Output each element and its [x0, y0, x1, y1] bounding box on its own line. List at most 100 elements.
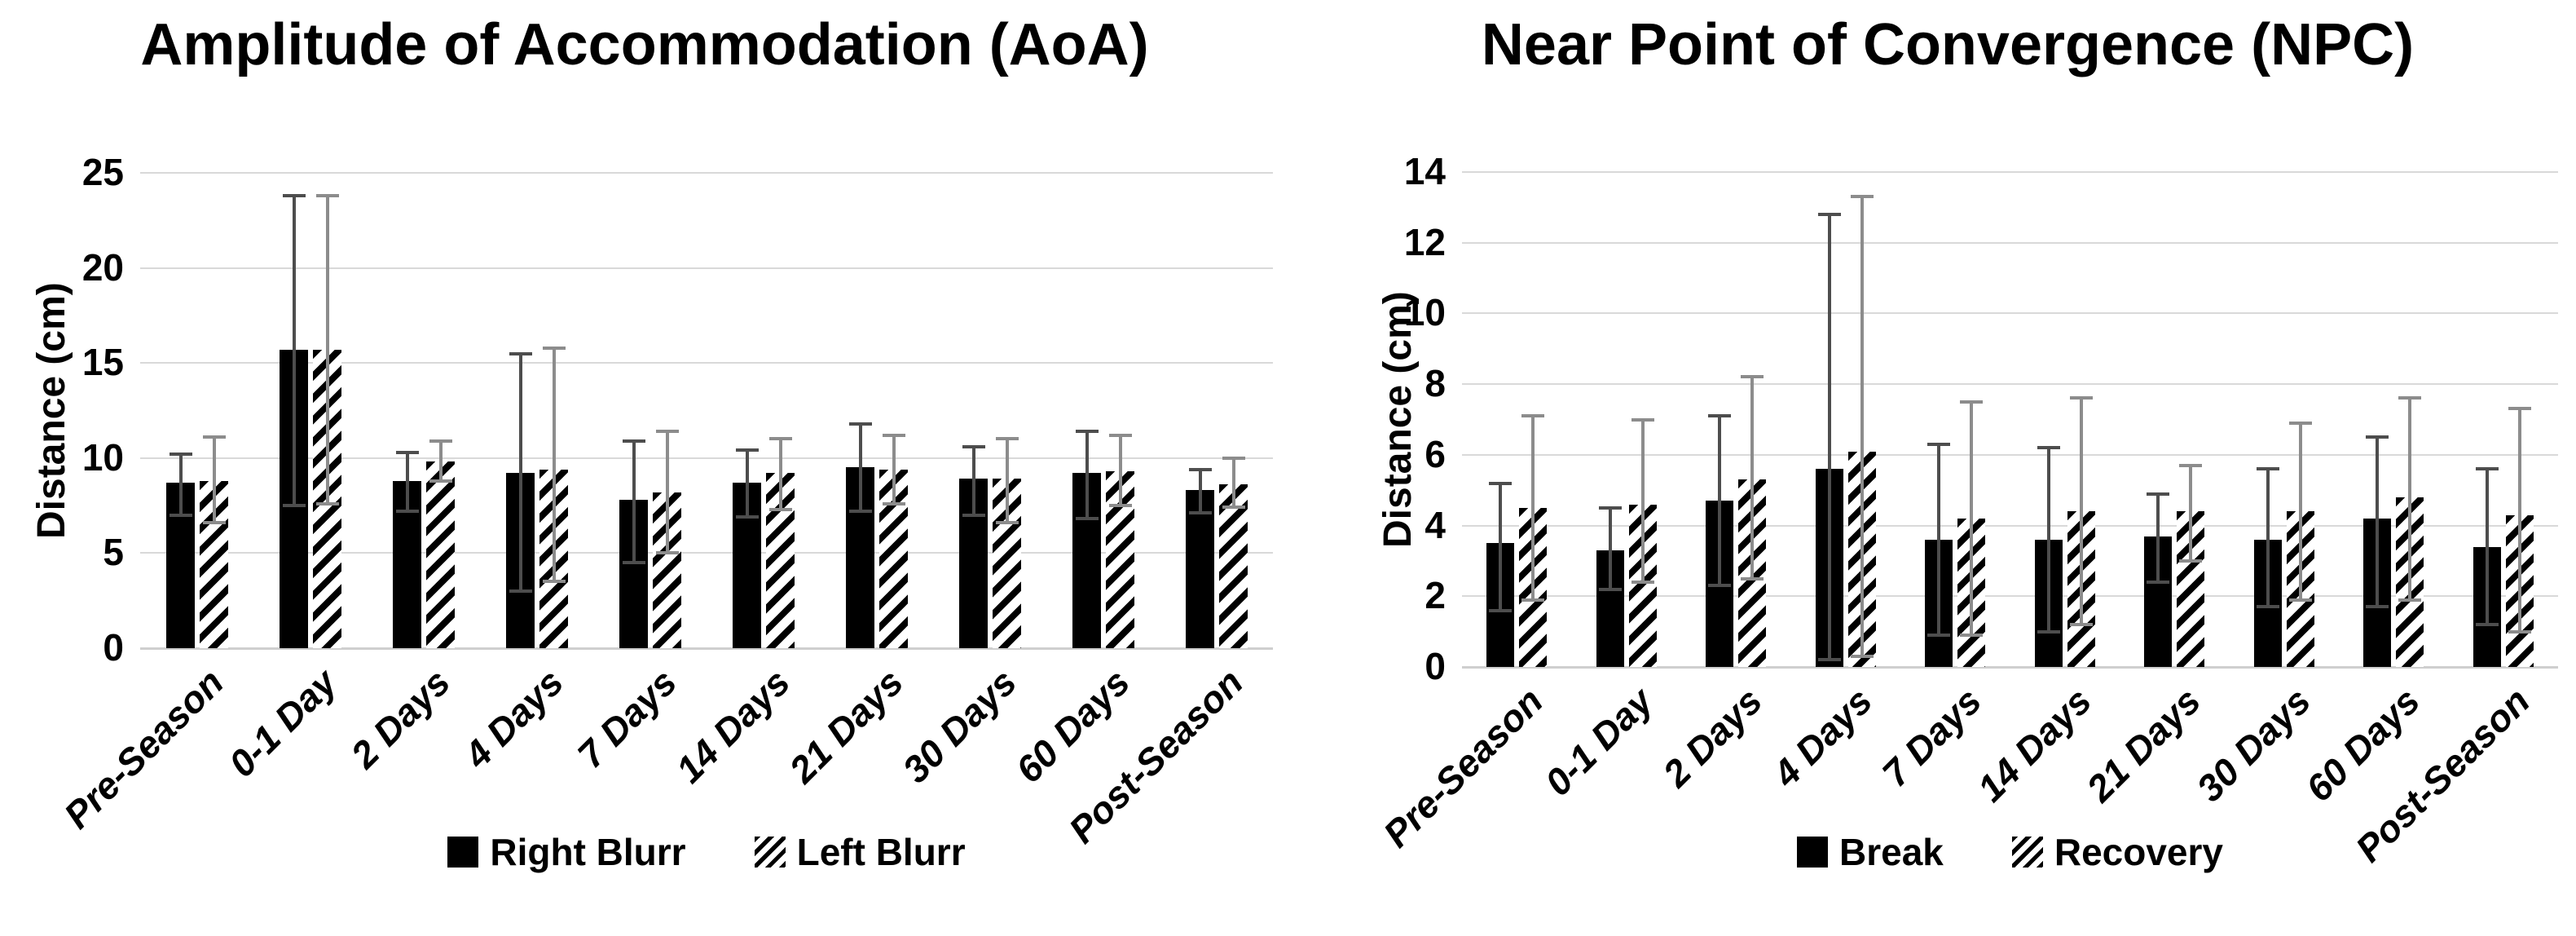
error-bar-cap-bottom [1960, 633, 1983, 637]
bar-hatch [1219, 484, 1248, 648]
y-tick-label: 4 [1425, 503, 1446, 546]
error-bar-cap-bottom [2476, 622, 2499, 626]
error-bar-cap-top [315, 193, 339, 197]
error-bar-line [2266, 469, 2270, 607]
error-bar-line [632, 440, 636, 563]
error-bar-cap-bottom [1222, 506, 1245, 510]
x-tick-label: 14 Days [667, 660, 798, 792]
error-bar-cap-bottom [2508, 629, 2531, 634]
aoa-chart-panel: Amplitude of Accommodation (AoA) Distanc… [16, 0, 1273, 936]
x-axis-line [140, 647, 1273, 650]
error-bar-line [2376, 437, 2379, 607]
npc-plot-area: 0 2 4 6 8 10 12 14 Pre-Season 0-1 Day 2 Days 4 Days… [1376, 150, 2558, 870]
error-bar-line [552, 347, 556, 582]
y-tick-label: 6 [1425, 432, 1446, 475]
error-bar-cap-top [202, 435, 226, 439]
error-bar-line [1231, 457, 1235, 508]
error-bar-cap-bottom [1741, 576, 1764, 581]
error-bar-cap-bottom [2179, 559, 2202, 563]
error-bar-cap-bottom [1599, 587, 1622, 591]
error-bar-cap-top [282, 193, 306, 197]
error-bar-cap-bottom [542, 580, 566, 584]
npc-chart-panel: Near Point of Convergence (NPC) Distance… [1336, 0, 2559, 936]
y-tick-label: 14 [1403, 150, 1446, 192]
x-tick-label: 4 Days [455, 660, 571, 776]
y-tick-label: 12 [1403, 220, 1446, 263]
error-bar-line [1860, 196, 1864, 656]
error-bar-cap-top [1927, 442, 1950, 446]
legend-label: Break [1838, 831, 1944, 873]
aoa-legend: Right Blurr Left Blurr [140, 830, 1273, 874]
error-bar-cap-top [735, 448, 759, 453]
error-bar-cap-top [962, 444, 985, 448]
error-bar-line [405, 452, 409, 512]
error-bar-cap-bottom [395, 510, 419, 514]
error-bar-line [665, 431, 669, 554]
legend-swatch-hatch-icon [2011, 837, 2043, 868]
error-bar-line [745, 450, 749, 518]
legend-swatch-hatch-icon [754, 837, 786, 868]
grid-line [140, 457, 1273, 459]
y-tick-label: 25 [81, 151, 124, 193]
grid-line [140, 362, 1273, 364]
error-bar-cap-bottom [622, 561, 645, 565]
error-bar-cap-top [542, 346, 566, 350]
error-bar-cap-top [848, 422, 872, 426]
error-bar-line [2518, 408, 2521, 632]
error-bar-cap-top [2508, 407, 2531, 411]
y-tick-label: 10 [81, 435, 124, 479]
error-bar-line [518, 353, 522, 592]
error-bar-line [2299, 422, 2302, 600]
error-bar-line [2156, 493, 2160, 582]
error-bar-line [292, 195, 296, 506]
error-bar-line [2408, 398, 2411, 600]
error-bar-cap-top [429, 439, 452, 443]
error-bar-line [2486, 469, 2489, 625]
y-tick-label: 5 [103, 531, 124, 574]
error-bar-cap-top [2398, 396, 2421, 400]
error-bar-cap-bottom [1631, 580, 1654, 584]
error-bar-line [1937, 444, 1940, 635]
error-bar-cap-bottom [735, 515, 759, 519]
npc-chart-title: Near Point of Convergence (NPC) [1481, 12, 2415, 77]
error-bar-line [1750, 377, 1754, 579]
error-bar-cap-top [1489, 481, 1512, 485]
x-tick-label: 7 Days [568, 660, 685, 776]
error-bar-cap-bottom [1075, 517, 1099, 521]
error-bar-cap-bottom [315, 501, 339, 506]
error-bar-cap-bottom [1708, 584, 1731, 588]
error-bar-line [438, 440, 443, 481]
aoa-y-axis-title: Distance (cm) [30, 282, 73, 539]
error-bar-cap-bottom [2147, 580, 2169, 584]
error-bar-cap-top [395, 450, 419, 454]
error-bar-cap-bottom [2289, 598, 2312, 602]
y-tick-label: 0 [103, 626, 124, 669]
error-bar-line [1718, 416, 1721, 586]
grid-line [1462, 524, 2558, 527]
error-bar-cap-bottom [1188, 511, 1212, 515]
grid-line [1462, 241, 2558, 244]
error-bar-cap-bottom [1521, 598, 1544, 602]
error-bar-line [1970, 401, 1973, 635]
error-bar-cap-top [1075, 430, 1099, 434]
error-bar-cap-bottom [655, 551, 679, 555]
legend-label: Right Blurr [490, 831, 686, 873]
error-bar-cap-top [2257, 467, 2279, 471]
error-bar-cap-bottom [2037, 629, 2060, 634]
error-bar-line [212, 437, 216, 523]
error-bar-cap-bottom [962, 513, 985, 517]
grid-line [1462, 171, 2558, 173]
error-bar-cap-top [1960, 400, 1983, 404]
error-bar-line [858, 423, 862, 512]
error-bar-cap-top [1108, 433, 1132, 437]
legend-swatch-solid-icon [447, 837, 479, 868]
error-bar-cap-bottom [1851, 654, 1874, 658]
x-tick-label: 21 Days [2078, 679, 2209, 810]
error-bar-line [178, 454, 183, 515]
error-bar-line [2189, 465, 2192, 561]
y-tick-label: 2 [1425, 574, 1446, 617]
grid-line [1462, 453, 2558, 456]
grid-line [140, 172, 1273, 174]
error-bar-cap-bottom [509, 589, 532, 594]
error-bar-cap-top [1741, 375, 1764, 379]
